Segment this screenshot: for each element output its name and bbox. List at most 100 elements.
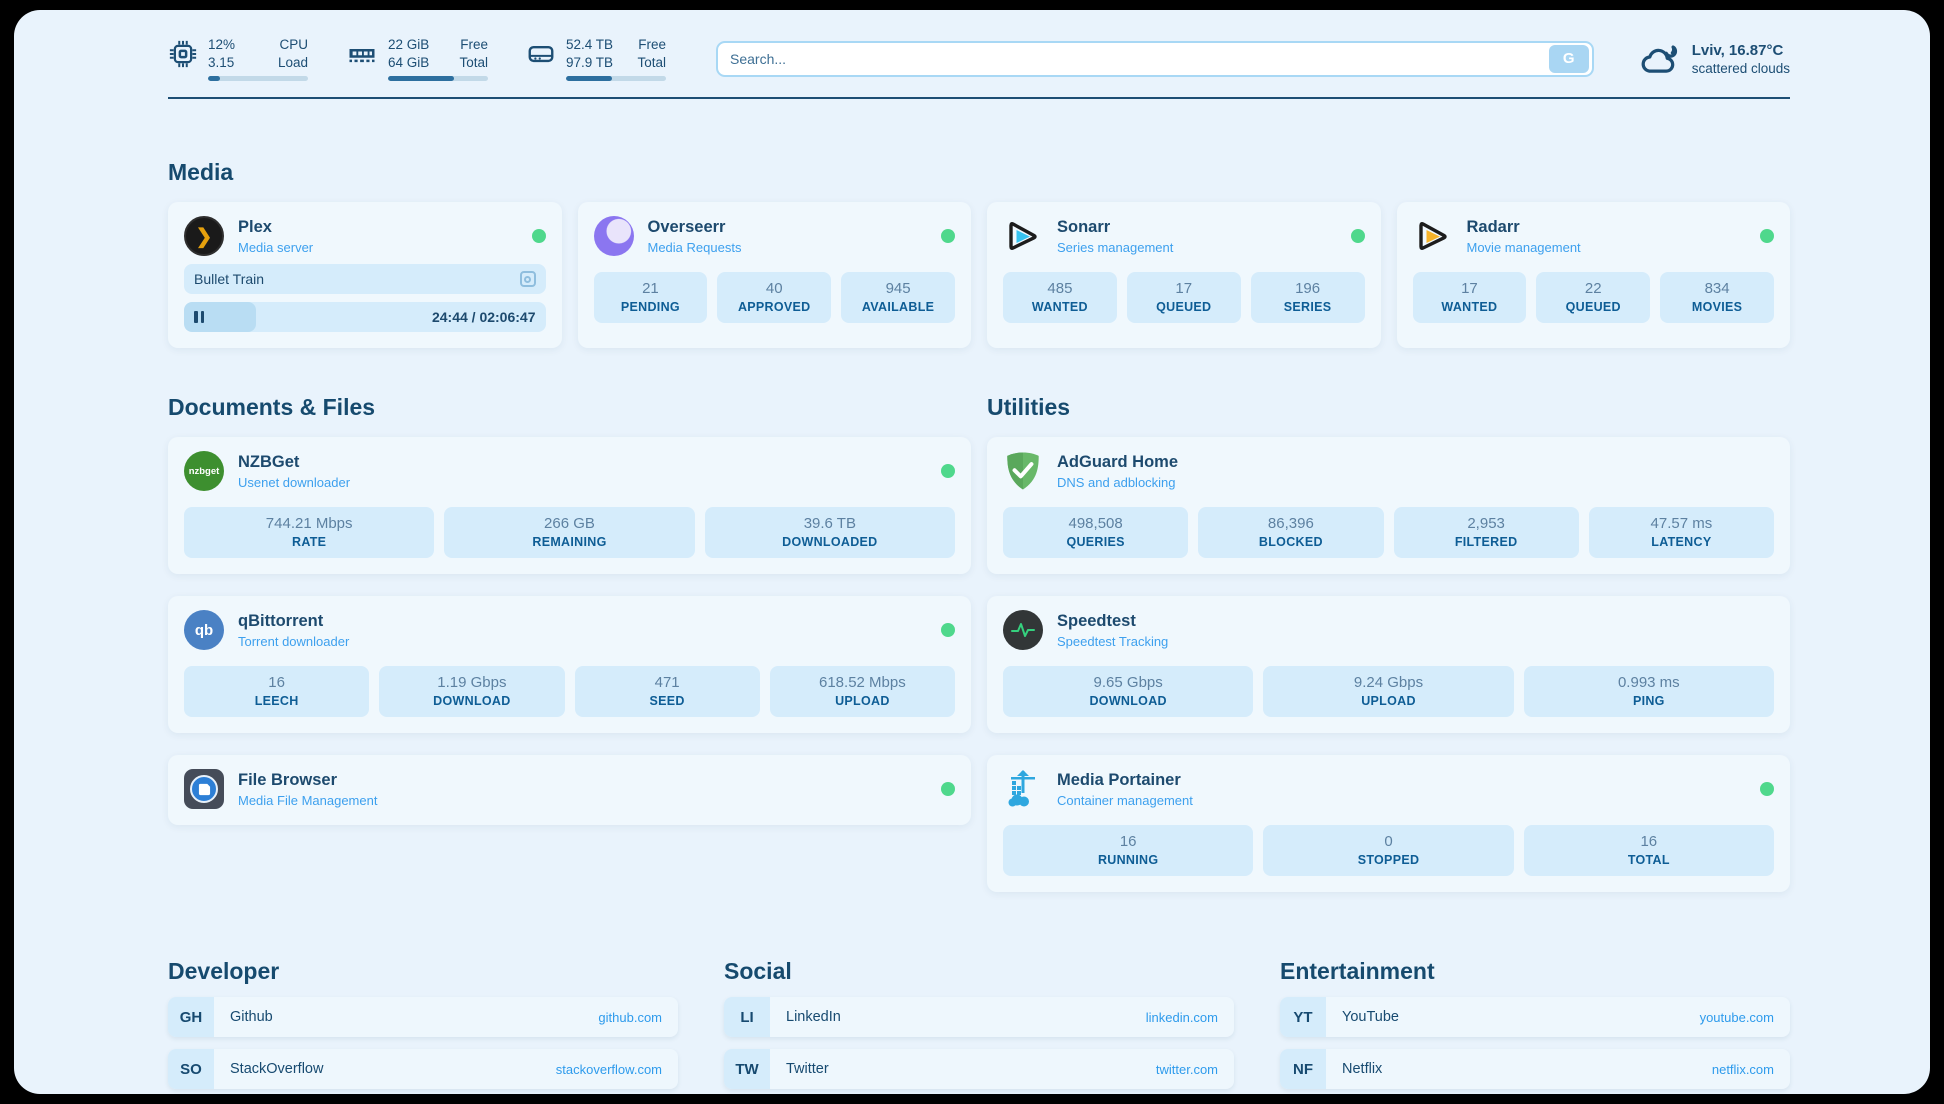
playback-time: 24:44 / 02:06:47 bbox=[431, 309, 536, 326]
cpu-progress-bar bbox=[208, 76, 308, 82]
stat-value: 21 bbox=[642, 280, 659, 298]
link-abbr: YT bbox=[1280, 997, 1326, 1038]
speedtest-icon bbox=[1003, 610, 1043, 651]
link-abbr: NF bbox=[1280, 1049, 1326, 1090]
ram-icon bbox=[349, 49, 375, 63]
card-speedtest[interactable]: Speedtest Speedtest Tracking 9.65 Gbps D… bbox=[987, 596, 1790, 734]
card-subtitle: Series management bbox=[1057, 239, 1174, 255]
card-subtitle: DNS and adblocking bbox=[1057, 474, 1176, 490]
cpu-label-2: Load bbox=[277, 54, 308, 70]
link-label: LinkedIn bbox=[786, 1009, 841, 1026]
link-abbr: SO bbox=[168, 1049, 214, 1090]
link-url: youtube.com bbox=[1699, 1009, 1774, 1025]
stat-value: 498,508 bbox=[1068, 515, 1123, 533]
card-title: Sonarr bbox=[1057, 217, 1111, 236]
card-subtitle: Usenet downloader bbox=[238, 474, 351, 490]
top-bar: 12% 3.15 CPU Load bbox=[168, 36, 1790, 82]
stat-value: 196 bbox=[1295, 280, 1321, 298]
link-stackoverflow[interactable]: SO StackOverflow stackoverflow.com bbox=[168, 1049, 678, 1090]
link-label: Twitter bbox=[786, 1061, 829, 1078]
stat-label: QUEUED bbox=[1565, 300, 1621, 315]
link-abbr: GH bbox=[168, 997, 214, 1038]
card-radarr[interactable]: Radarr Movie management 17 WANTED 22 QUE… bbox=[1396, 202, 1790, 349]
disk-icon bbox=[528, 45, 554, 63]
search-bar: G bbox=[716, 40, 1594, 77]
link-url: stackoverflow.com bbox=[555, 1061, 662, 1077]
stat-box: 9.24 Gbps UPLOAD bbox=[1263, 666, 1514, 718]
stat-label: REMAINING bbox=[532, 535, 607, 550]
playback-progress-bar[interactable]: 24:44 / 02:06:47 bbox=[184, 302, 546, 333]
disk-progress-bar bbox=[566, 76, 666, 82]
card-plex[interactable]: ❯ Plex Media server Bullet Train 24:44 /… bbox=[168, 202, 562, 349]
stat-label: UPLOAD bbox=[835, 694, 890, 709]
pause-icon bbox=[194, 311, 204, 324]
stat-label: LATENCY bbox=[1651, 535, 1712, 550]
nzbget-icon: nzbget bbox=[184, 451, 224, 492]
link-label: Netflix bbox=[1342, 1061, 1383, 1078]
link-netflix[interactable]: NF Netflix netflix.com bbox=[1280, 1049, 1790, 1090]
card-subtitle: Media Requests bbox=[647, 239, 742, 255]
weather-condition: scattered clouds bbox=[1691, 60, 1790, 76]
weather-location-temp: Lviv, 16.87°C bbox=[1691, 41, 1784, 59]
cloud-icon bbox=[1641, 44, 1677, 73]
stat-value: 834 bbox=[1704, 280, 1730, 298]
disk-free-value: 52.4 TB bbox=[566, 37, 614, 52]
status-dot bbox=[941, 464, 955, 479]
link-twitter[interactable]: TW Twitter twitter.com bbox=[724, 1049, 1234, 1090]
stat-box: 834 MOVIES bbox=[1660, 272, 1774, 324]
stat-label: QUERIES bbox=[1066, 535, 1125, 550]
card-adguard[interactable]: AdGuard Home DNS and adblocking 498,508 … bbox=[987, 437, 1790, 575]
stat-label: WANTED bbox=[1441, 300, 1498, 315]
cpu-icon bbox=[169, 40, 197, 68]
stat-label: LEECH bbox=[254, 694, 299, 709]
stat-box: 9.65 Gbps DOWNLOAD bbox=[1003, 666, 1254, 718]
stat-label: SERIES bbox=[1283, 300, 1332, 315]
link-linkedin[interactable]: LI LinkedIn linkedin.com bbox=[724, 997, 1234, 1038]
stat-box: 16 TOTAL bbox=[1523, 825, 1774, 877]
card-title: AdGuard Home bbox=[1057, 452, 1179, 471]
section-title-utilities: Utilities bbox=[987, 394, 1071, 421]
stat-value: 9.65 Gbps bbox=[1093, 674, 1163, 692]
stat-box: 1.19 Gbps DOWNLOAD bbox=[379, 666, 565, 718]
portainer-icon bbox=[1003, 769, 1043, 809]
link-abbr: TW bbox=[724, 1049, 770, 1090]
stat-label: APPROVED bbox=[737, 300, 811, 315]
stat-box: 17 WANTED bbox=[1412, 272, 1527, 324]
card-filebrowser[interactable]: File Browser Media File Management bbox=[168, 755, 971, 826]
link-youtube[interactable]: YT YouTube youtube.com bbox=[1280, 997, 1790, 1038]
stat-box: 16 LEECH bbox=[184, 666, 370, 718]
card-sonarr[interactable]: Sonarr Series management 485 WANTED 17 Q… bbox=[987, 202, 1381, 349]
link-abbr: LI bbox=[724, 997, 770, 1038]
dashboard-page: 12% 3.15 CPU Load bbox=[14, 10, 1930, 1094]
link-github[interactable]: GH Github github.com bbox=[168, 997, 678, 1038]
stat-value: 16 bbox=[1640, 833, 1658, 851]
stat-box: 266 GB REMAINING bbox=[444, 507, 695, 559]
stat-box: 196 SERIES bbox=[1250, 272, 1365, 324]
search-engine-button[interactable]: G bbox=[1548, 44, 1589, 73]
stat-value: 17 bbox=[1461, 280, 1478, 298]
stat-label: DOWNLOAD bbox=[433, 694, 511, 709]
stat-value: 1.19 Gbps bbox=[437, 674, 507, 692]
stat-box: 2,953 FILTERED bbox=[1393, 507, 1579, 559]
cpu-stat: 12% 3.15 CPU Load bbox=[168, 36, 308, 82]
stat-label: RATE bbox=[292, 535, 327, 550]
media-type-icon bbox=[519, 271, 536, 288]
stat-label: PING bbox=[1632, 694, 1665, 709]
stat-box: 485 WANTED bbox=[1003, 272, 1117, 324]
stat-value: 86,396 bbox=[1267, 515, 1314, 533]
disk-label-2: Total bbox=[637, 54, 666, 70]
card-title: Overseerr bbox=[647, 217, 726, 236]
card-subtitle: Media File Management bbox=[238, 792, 378, 808]
search-input[interactable] bbox=[730, 50, 1549, 67]
stat-value: 618.52 Mbps bbox=[819, 674, 906, 692]
card-qbittorrent[interactable]: qb qBittorrent Torrent downloader 16 LEE… bbox=[168, 596, 971, 734]
stat-value: 266 GB bbox=[544, 515, 595, 533]
card-title: Speedtest bbox=[1057, 611, 1136, 630]
card-portainer[interactable]: Media Portainer Container management 16 … bbox=[987, 755, 1790, 893]
section-title-documents: Documents & Files bbox=[168, 394, 376, 421]
card-overseerr[interactable]: Overseerr Media Requests 21 PENDING 40 A… bbox=[577, 202, 971, 349]
card-nzbget[interactable]: nzbget NZBGet Usenet downloader 744.21 M… bbox=[168, 437, 971, 575]
stat-value: 39.6 TB bbox=[803, 515, 856, 533]
ram-free-value: 22 GiB bbox=[388, 37, 430, 52]
link-url: netflix.com bbox=[1711, 1061, 1774, 1077]
